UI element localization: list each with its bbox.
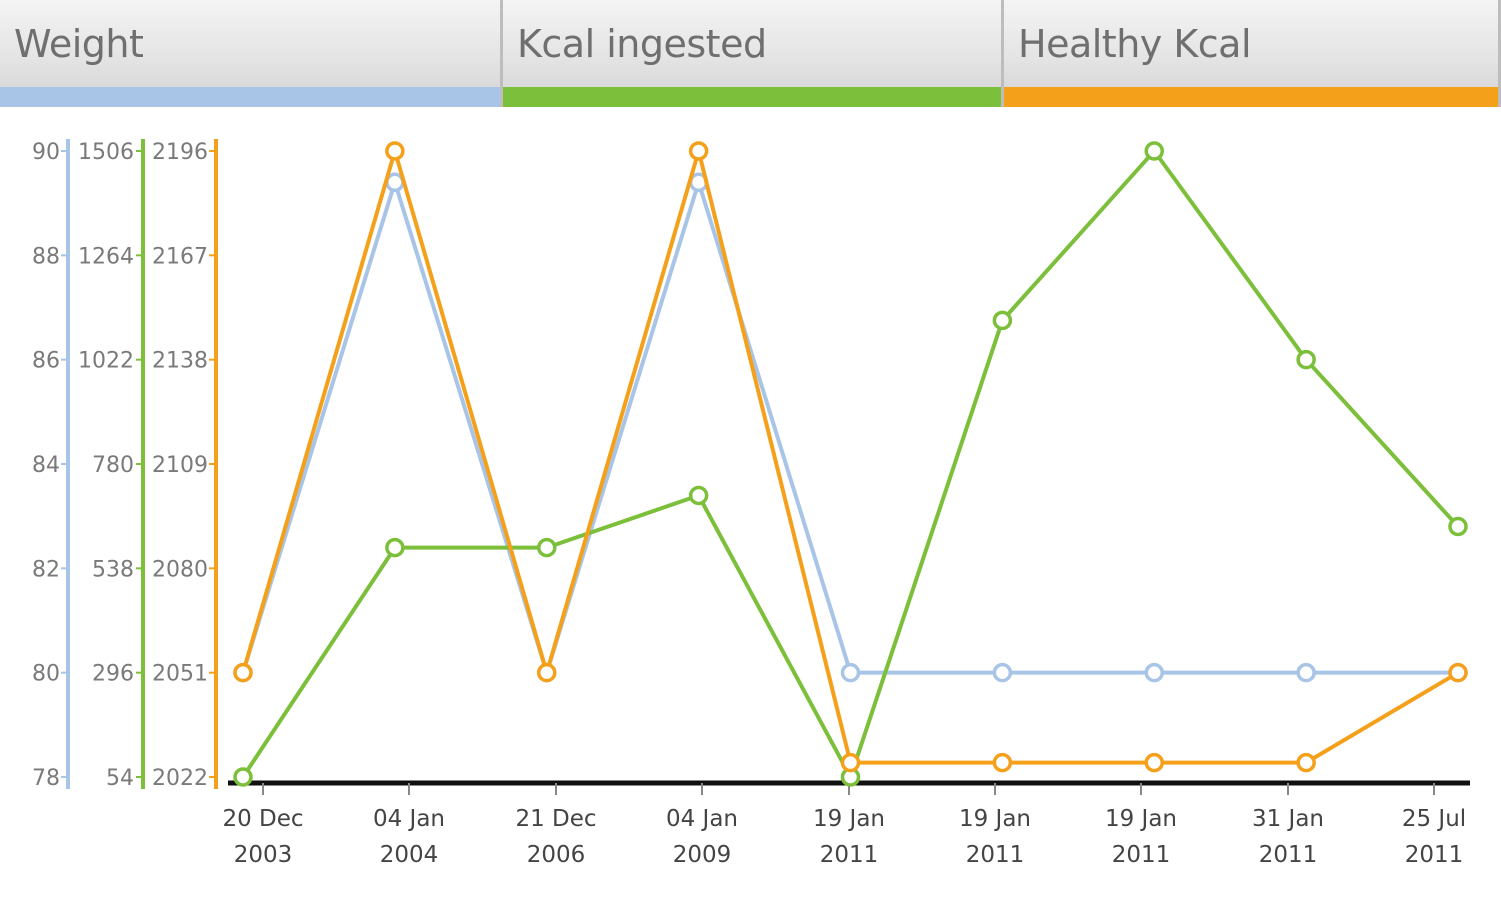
series-tabs: Weight Kcal ingested Healthy Kcal [0,0,1501,107]
healthy-kcal-data-point [992,752,1013,773]
x-axis-tick-label: 2011 [966,842,1025,868]
y-axis-1-tick-label: 78 [32,766,60,791]
x-axis-tick-label: 2011 [1259,842,1318,868]
y-axis-3-tick-label: 2051 [152,662,208,687]
x-axis-tick-label: 21 Dec [515,806,596,832]
y-axis-3-tick-label: 2196 [152,140,208,165]
healthy-kcal-data-point [1448,662,1468,683]
tab-kcal-ingested-label: Kcal ingested [517,22,767,66]
x-axis-tick-label: 2004 [380,842,439,868]
x-axis-tick-label: 2011 [1405,842,1464,868]
y-axis-1-tick-label: 88 [32,244,60,269]
y-axis-1-tick-label: 82 [32,557,60,582]
y-axis-2-tick-label: 54 [106,766,134,791]
tab-weight[interactable]: Weight [0,0,503,107]
x-axis-tick-label: 25 Jul [1402,806,1466,832]
healthy-kcal-data-point [233,662,253,683]
y-axis-1-tick-label: 80 [32,662,60,687]
kcal-ingested-data-point [233,767,253,787]
y-axis-3-tick-label: 2167 [152,244,208,269]
healthy-kcal-data-point [1144,752,1164,773]
y-axis-1-tick-label: 84 [32,453,60,478]
weight-data-point [992,662,1013,683]
tab-healthy-kcal-color-bar [1004,87,1498,107]
weight-data-point [1144,662,1164,683]
y-axis-1-tick-label: 86 [32,349,60,374]
healthy-kcal-data-point [385,141,405,161]
kcal-ingested-data-point [688,485,709,506]
x-axis-tick-label: 04 Jan [373,806,445,832]
y-axis-2-tick-label: 1264 [78,244,134,269]
kcal-ingested-data-point [1144,141,1164,161]
y-axis-2-tick-label: 296 [92,662,134,687]
kcal-ingested-series-line [241,149,1460,779]
tab-weight-label: Weight [14,22,144,66]
x-axis-tick-label: 19 Jan [1105,806,1177,832]
y-axis-3-tick-label: 2109 [152,453,208,478]
tab-weight-color-bar [0,87,500,107]
y-axis-3-tick-label: 2138 [152,349,208,374]
line-chart: 90 88 86 84 82 80 78 1506 1264 1022 780 538 296 54 219… [32,139,1470,868]
x-axis-tick-label: 2006 [527,842,586,868]
tab-kcal-ingested[interactable]: Kcal ingested [503,0,1004,107]
x-axis-tick-label: 2011 [820,842,879,868]
x-axis-tick-label: 20 Dec [222,806,303,832]
y-axis-3-tick-label: 2080 [152,557,208,582]
healthy-kcal-data-point [840,752,861,773]
y-axis-2-tick-label: 1506 [78,140,134,165]
tab-healthy-kcal-label: Healthy Kcal [1018,22,1252,66]
y-axis-2-tick-label: 780 [92,453,134,478]
weight-data-point [840,662,861,683]
kcal-ingested-data-point [1448,516,1468,537]
x-axis-tick-label: 19 Jan [959,806,1031,832]
tab-healthy-kcal[interactable]: Healthy Kcal [1004,0,1501,107]
kcal-ingested-data-point [537,537,557,558]
x-axis-tick-label: 31 Jan [1252,806,1324,832]
kcal-ingested-data-point [385,537,405,558]
weight-data-point [1296,662,1316,683]
y-axis-2-tick-label: 538 [92,557,134,582]
x-axis-tick-label: 2003 [234,842,293,868]
kcal-ingested-data-point [992,310,1013,331]
tab-kcal-ingested-color-bar [503,87,1001,107]
healthy-kcal-data-point [1296,752,1316,773]
y-axis-1-tick-label: 90 [32,140,60,165]
x-axis-tick-label: 2009 [673,842,732,868]
y-axis-2-tick-label: 1022 [78,349,134,374]
x-axis-tick-label: 19 Jan [813,806,885,832]
healthy-kcal-data-point [537,662,557,683]
healthy-kcal-data-point [688,141,709,161]
kcal-ingested-data-point [1296,349,1316,370]
x-axis-tick-label: 2011 [1112,842,1171,868]
y-axis-3-tick-label: 2022 [152,766,208,791]
x-axis-tick-label: 04 Jan [666,806,738,832]
